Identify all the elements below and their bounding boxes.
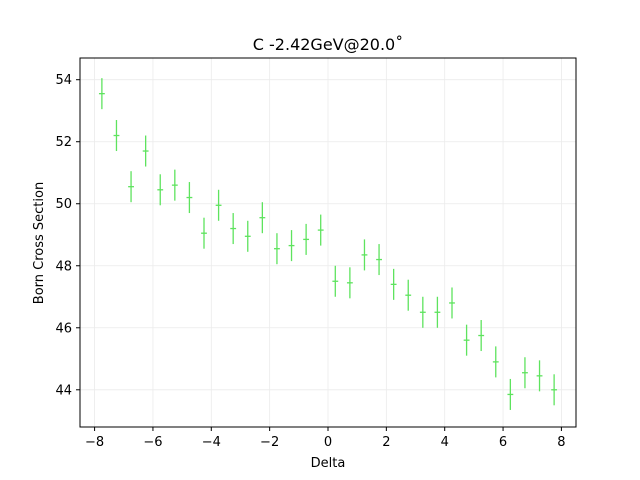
data-point	[128, 171, 134, 203]
x-tick-label: −4	[202, 435, 221, 450]
data-point	[215, 189, 222, 221]
x-tick-label: 2	[382, 435, 390, 450]
data-point	[201, 217, 207, 249]
y-tick-label: 54	[55, 73, 72, 88]
x-tick-label: −6	[143, 435, 162, 450]
data-point	[507, 378, 514, 410]
data-point	[98, 78, 105, 110]
data-point	[449, 287, 455, 319]
data-point	[434, 296, 441, 328]
data-point	[230, 213, 237, 245]
data-point	[478, 320, 485, 352]
x-tick-label: 4	[441, 435, 449, 450]
data-point	[259, 202, 266, 234]
x-tick-label: 8	[557, 435, 565, 450]
y-axis-label: Born Cross Section	[32, 182, 47, 304]
y-tick-label: 44	[55, 383, 72, 398]
data-point	[303, 223, 310, 255]
y-tick-label: 46	[55, 321, 72, 336]
x-axis: −8 −6 −4 −2 0 2 4 6 8	[85, 427, 566, 450]
data-point	[332, 265, 339, 297]
data-point	[551, 374, 558, 406]
grid	[80, 58, 576, 427]
data-points	[98, 78, 558, 410]
x-tick-label: −8	[85, 435, 104, 450]
data-point	[390, 268, 397, 300]
data-point	[113, 120, 120, 152]
data-point	[244, 220, 251, 252]
data-point	[274, 233, 280, 265]
y-tick-label: 50	[55, 197, 72, 212]
data-point	[376, 244, 382, 276]
data-point	[142, 135, 149, 167]
x-tick-label: 0	[324, 435, 332, 450]
data-point	[317, 214, 324, 246]
data-point	[536, 360, 543, 392]
chart-title: C -2.42GeV@20.0˚	[253, 35, 403, 54]
x-tick-label: 6	[499, 435, 507, 450]
data-point	[186, 182, 193, 214]
data-point	[171, 169, 178, 201]
y-tick-label: 52	[55, 135, 72, 150]
x-tick-label: −2	[260, 435, 279, 450]
data-point	[492, 346, 499, 378]
data-point	[157, 174, 164, 206]
data-point	[288, 230, 295, 262]
data-point	[419, 296, 426, 328]
x-axis-label: Delta	[311, 456, 346, 471]
data-point	[463, 324, 470, 356]
data-point	[361, 239, 368, 271]
data-point	[346, 267, 353, 299]
data-point	[522, 357, 528, 389]
y-axis: 44 46 48 50 52 54	[55, 73, 80, 398]
data-point	[405, 279, 412, 311]
y-tick-label: 48	[55, 259, 72, 274]
